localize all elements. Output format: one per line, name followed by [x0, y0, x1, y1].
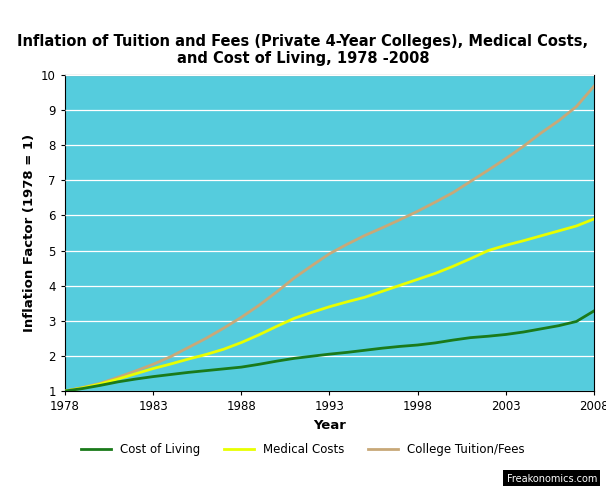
Text: Inflation of Tuition and Fees (Private 4-Year Colleges), Medical Costs,
and Cost: Inflation of Tuition and Fees (Private 4…: [18, 34, 588, 67]
Y-axis label: Inflation Factor (1978 = 1): Inflation Factor (1978 = 1): [22, 134, 36, 332]
Legend: Cost of Living, Medical Costs, College Tuition/Fees: Cost of Living, Medical Costs, College T…: [76, 438, 530, 461]
X-axis label: Year: Year: [313, 418, 346, 432]
Text: Freakonomics.com: Freakonomics.com: [507, 473, 597, 484]
